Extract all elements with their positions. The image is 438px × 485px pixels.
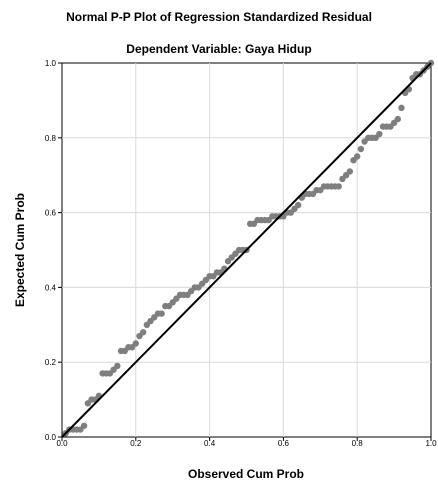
y-tick-label: 0.0 xyxy=(45,433,57,442)
chart-title: Normal P-P Plot of Regression Standardiz… xyxy=(66,10,372,24)
chart-subtitle: Dependent Variable: Gaya Hidup xyxy=(126,42,312,56)
data-point xyxy=(394,115,401,123)
data-point xyxy=(114,362,121,370)
y-tick-label: 0.4 xyxy=(45,283,57,292)
x-tick-label: 0.8 xyxy=(352,439,364,448)
x-tick-label: 0.0 xyxy=(56,439,68,448)
data-point xyxy=(80,422,88,429)
grid-lines xyxy=(62,63,431,437)
axis-ticks: 0.0 0.2 0.4 0.6 0.8 1.0 0.0 0.2 0.4 0.6 0.8 1.0 xyxy=(45,59,437,448)
x-tick-label: 0.2 xyxy=(130,439,142,448)
x-axis-label: Observed Cum Prob xyxy=(188,467,304,481)
y-axis-label: Expected Cum Prob xyxy=(13,193,27,307)
reference-line xyxy=(61,62,432,438)
data-point xyxy=(376,130,383,138)
y-tick-label: 0.8 xyxy=(45,134,57,143)
data-point xyxy=(158,310,165,317)
y-tick-label: 1.0 xyxy=(45,59,57,68)
x-tick-label: 1.0 xyxy=(425,439,437,448)
data-point xyxy=(335,183,342,190)
y-tick-label: 0.6 xyxy=(45,209,57,218)
data-point xyxy=(139,329,147,336)
data-point xyxy=(132,340,139,347)
y-tick-label: 0.2 xyxy=(45,358,57,367)
x-tick-label: 0.6 xyxy=(278,439,290,448)
data-point xyxy=(346,168,354,175)
data-point xyxy=(294,201,302,209)
data-points xyxy=(62,59,435,437)
data-point xyxy=(354,153,361,160)
data-point xyxy=(357,145,365,153)
x-tick-label: 0.4 xyxy=(204,439,216,448)
data-point xyxy=(398,104,405,112)
